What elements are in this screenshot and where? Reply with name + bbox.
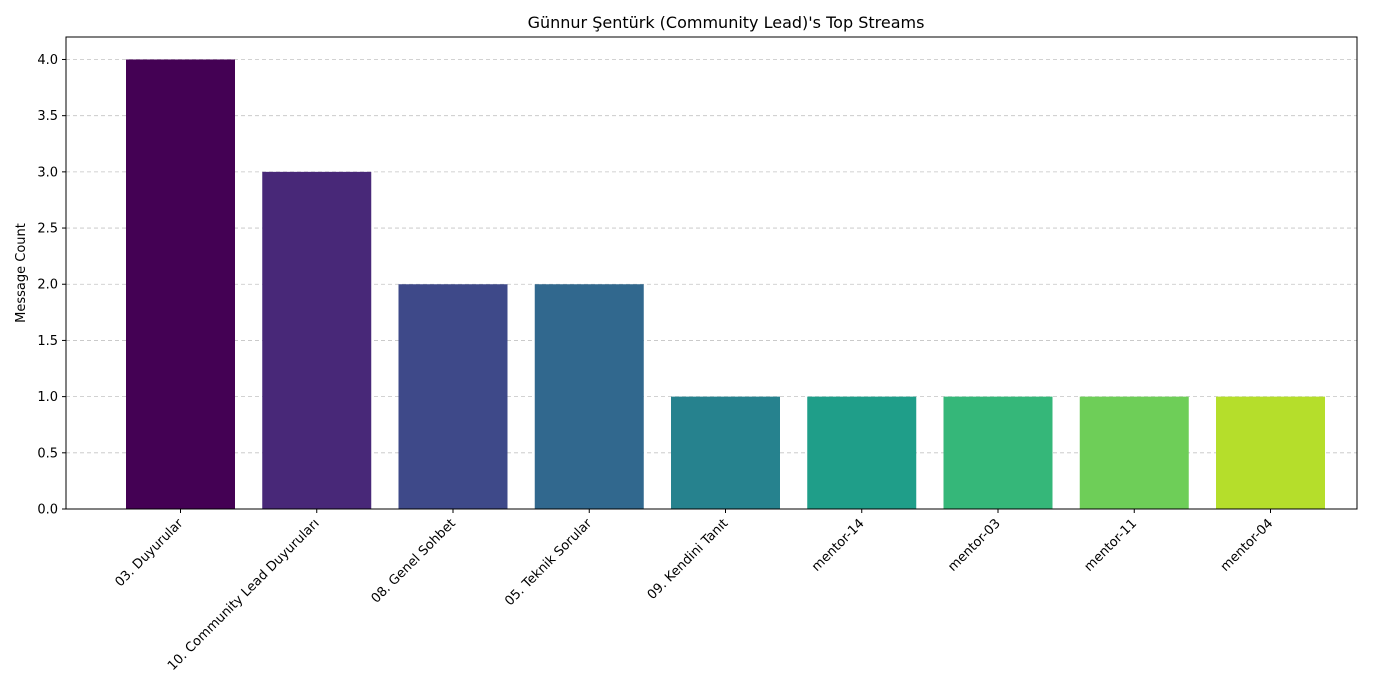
bar [1216, 396, 1325, 509]
x-tick-label: mentor-11 [1082, 516, 1140, 574]
x-tick-label: 08. Genel Sohbet [369, 516, 459, 606]
y-tick-label: 0.5 [37, 446, 58, 461]
y-tick-label: 2.5 [37, 222, 58, 237]
x-tick-label: 09. Kendini Tanıt [645, 516, 732, 603]
bar [807, 396, 917, 509]
x-tick-label: mentor-04 [1218, 516, 1276, 574]
y-tick-label: 2.0 [37, 278, 58, 293]
x-tick-label: mentor-03 [945, 516, 1003, 574]
chart-title: Günnur Şentürk (Community Lead)'s Top St… [528, 13, 925, 32]
y-axis-label: Message Count [14, 223, 29, 323]
plot-frame [65, 36, 1358, 510]
bar [943, 396, 1053, 509]
y-tick-label: 3.5 [37, 109, 58, 124]
x-tick-label: 05. Teknik Sorular [502, 516, 595, 609]
bar [126, 59, 235, 509]
y-tick-label: 1.0 [37, 390, 58, 405]
y-tick-label: 4.0 [37, 53, 58, 68]
x-tick-label: mentor-14 [809, 516, 867, 574]
y-tick-label: 3.0 [37, 165, 58, 180]
bar [1079, 396, 1189, 509]
x-tick-label: 10. Community Lead Duyuruları [165, 516, 323, 674]
bar [671, 396, 780, 509]
y-tick-label: 0.0 [37, 503, 58, 518]
x-tick-label: 03. Duyurular [112, 516, 186, 590]
y-tick-label: 1.5 [37, 334, 58, 349]
bar [534, 284, 644, 509]
bar [398, 284, 508, 509]
bar [262, 171, 372, 509]
y-axis-ticks: 0.0 0.5 1.0 1.5 2.0 2.5 3.0 3.5 4.0 [37, 53, 66, 518]
bars [126, 59, 1325, 509]
